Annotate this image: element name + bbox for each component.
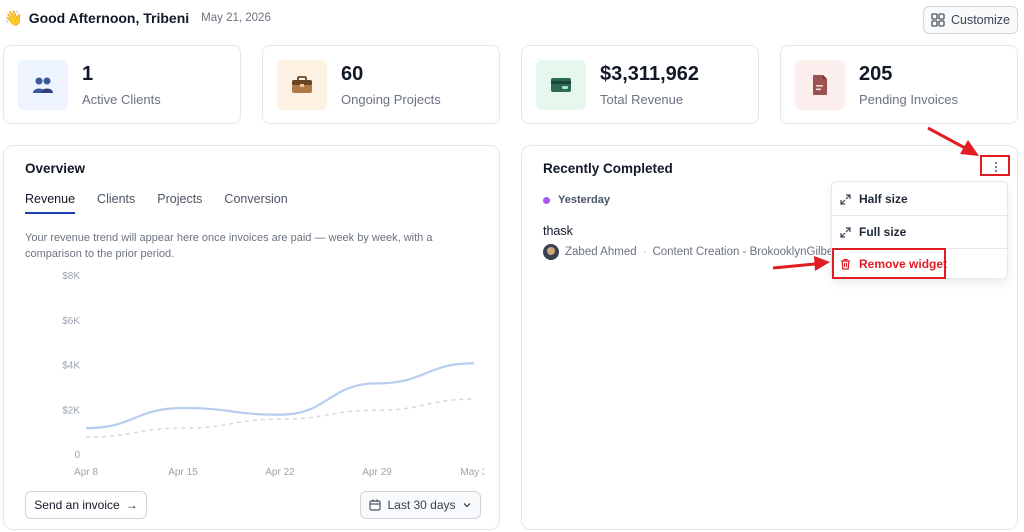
trash-icon <box>841 258 850 270</box>
series-line-0 <box>85 362 475 430</box>
wallet-icon <box>536 60 586 110</box>
date-group-text: Yesterday <box>558 194 610 206</box>
stat-label: Ongoing Projects <box>341 92 441 107</box>
x-tick-label: Apr 22 <box>265 467 295 478</box>
chevron-down-icon <box>463 503 471 508</box>
annotation-arrow-to-remove <box>772 256 830 271</box>
menu-item-remove-widget[interactable]: Remove widget <box>832 248 1007 280</box>
top-bar: 👋 Good Afternoon, Tribeni May 21, 2026 C… <box>0 0 1024 40</box>
menu-item-full-size[interactable]: Full size <box>832 216 1007 248</box>
expand-icon <box>840 193 851 205</box>
series-line-1 <box>85 398 475 438</box>
annotation-arrow-to-kebab <box>927 126 979 156</box>
greeting-text: Good Afternoon, Tribeni <box>28 10 190 26</box>
expand-icon <box>840 226 851 238</box>
waving-hand-icon: 👋 <box>4 10 23 27</box>
invoice-icon <box>795 60 845 110</box>
project-name: Content Creation - BrokooklynGilbert <box>652 246 833 258</box>
y-tick-label: $4K <box>62 361 80 372</box>
y-tick-label: 0 <box>74 450 80 461</box>
revenue-hint: Your revenue trend will appear here once… <box>25 232 433 260</box>
stat-card-total-revenue[interactable]: $3,311,962 Total Revenue <box>521 45 759 124</box>
stat-label: Total Revenue <box>600 92 684 107</box>
task-title[interactable]: thask <box>543 224 573 238</box>
menu-item-half-size[interactable]: Half size <box>832 183 1007 215</box>
widget-menu: Half size Full size Remove widget <box>831 181 1008 279</box>
stat-card-active-clients[interactable]: 1 Active Clients <box>3 45 241 124</box>
stat-value: 205 <box>859 63 893 85</box>
task-meta: Zabed Ahmed · Content Creation - Brokook… <box>543 244 833 260</box>
x-tick-label: Apr 15 <box>168 467 198 478</box>
stat-value: 60 <box>341 63 364 85</box>
stat-card-ongoing-projects[interactable]: 60 Ongoing Projects <box>262 45 500 124</box>
stat-label: Pending Invoices <box>859 92 959 107</box>
stat-card-pending-invoices[interactable]: 205 Pending Invoices <box>780 45 1018 124</box>
date-range-select[interactable]: Last 30 days <box>360 491 481 519</box>
x-tick-label: May 3 <box>460 467 484 478</box>
customize-button[interactable]: Customize <box>923 6 1018 34</box>
revenue-chart: $8K $6K $4K $2K 0 Apr 8 Apr 15 Apr 22 Apr 29 May … <box>62 271 484 478</box>
send-invoice-button[interactable]: Send an invoice → <box>25 491 147 519</box>
y-tick-label: $8K <box>62 271 80 282</box>
kebab-menu-icon <box>994 161 998 173</box>
widget-menu-button[interactable] <box>984 158 1008 176</box>
y-tick-label: $6K <box>62 316 80 327</box>
stat-label: Active Clients <box>82 92 161 107</box>
menu-item-label: Remove widget <box>859 257 948 271</box>
assignee-name: Zabed Ahmed <box>565 246 637 258</box>
date-range-label: Last 30 days <box>387 498 456 512</box>
status-dot <box>543 196 550 204</box>
greeting-group: 👋 Good Afternoon, Tribeni May 21, 2026 <box>4 9 271 27</box>
x-tick-label: Apr 8 <box>74 467 98 478</box>
date-group-label: Yesterday <box>543 194 610 206</box>
tab-revenue[interactable]: Revenue <box>25 192 76 214</box>
overview-tabs: Revenue Clients Projects Conversion <box>25 192 288 214</box>
arrow-right-icon: → <box>125 498 138 512</box>
send-invoice-label: Send an invoice <box>34 498 120 512</box>
overview-title: Overview <box>25 161 86 176</box>
separator-dot: · <box>642 246 647 258</box>
grid-icon <box>931 13 945 27</box>
x-tick-label: Apr 29 <box>362 467 392 478</box>
customize-label: Customize <box>950 13 1011 27</box>
menu-divider <box>832 215 1007 216</box>
current-date: May 21, 2026 <box>201 12 271 24</box>
tab-projects[interactable]: Projects <box>157 192 203 206</box>
briefcase-icon <box>277 60 327 110</box>
stat-value: 1 <box>82 63 94 85</box>
calendar-icon <box>369 499 382 511</box>
tab-conversion[interactable]: Conversion <box>224 192 288 206</box>
menu-item-label: Half size <box>859 192 908 206</box>
avatar <box>543 244 559 260</box>
tab-clients[interactable]: Clients <box>97 192 136 206</box>
menu-item-label: Full size <box>859 225 907 239</box>
annotation-highlight-kebab <box>980 155 1010 176</box>
users-icon <box>18 60 68 110</box>
y-tick-label: $2K <box>62 405 80 416</box>
stat-value: $3,311,962 <box>600 63 699 85</box>
overview-card: Overview Revenue Clients Projects Conver… <box>3 145 500 530</box>
recently-completed-title: Recently Completed <box>543 161 673 176</box>
annotation-highlight-remove <box>832 248 946 279</box>
